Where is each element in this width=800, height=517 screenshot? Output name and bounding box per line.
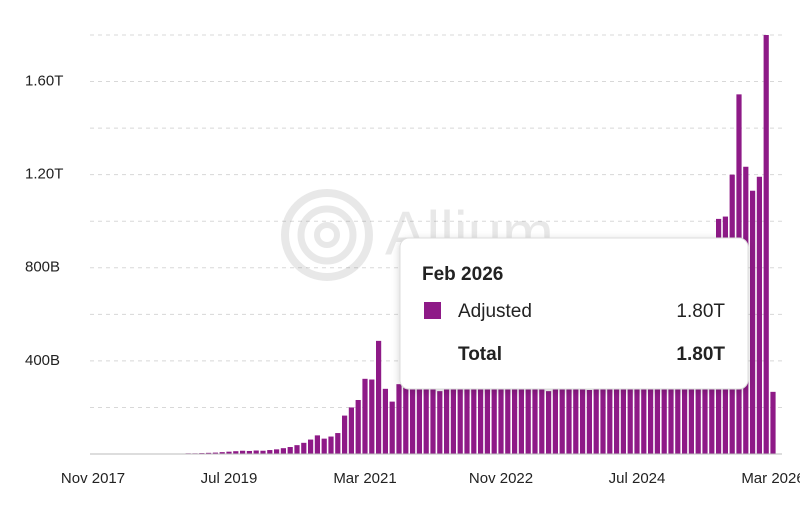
- tooltip-series-value: 1.80T: [676, 301, 725, 322]
- bar: [512, 384, 518, 454]
- bar: [314, 435, 320, 454]
- bar: [525, 386, 531, 454]
- y-tick-label: 800B: [25, 259, 60, 276]
- bar: [484, 381, 490, 454]
- bar: [416, 384, 422, 454]
- bar: [518, 383, 524, 454]
- bar: [654, 372, 660, 454]
- bar: [403, 386, 409, 454]
- bar: [219, 452, 225, 454]
- bar: [648, 374, 654, 454]
- bar: [437, 391, 443, 454]
- x-tick-label: Jul 2024: [609, 470, 666, 487]
- bar: [253, 450, 259, 454]
- bar: [280, 448, 286, 454]
- bar: [532, 387, 538, 454]
- tooltip: [399, 237, 749, 390]
- bar: [457, 384, 463, 454]
- bar: [688, 346, 694, 454]
- bar: [212, 452, 218, 454]
- bar: [233, 451, 239, 454]
- bar: [600, 386, 606, 454]
- bar: [342, 415, 348, 454]
- tooltip-total-value: 1.80T: [676, 344, 725, 365]
- bar: [559, 386, 565, 454]
- bar: [267, 450, 273, 454]
- bar: [552, 387, 558, 454]
- bar: [206, 452, 212, 454]
- bar: [294, 445, 300, 454]
- bar: [661, 370, 667, 454]
- bar: [675, 360, 681, 454]
- bar: [464, 386, 470, 454]
- bar: [240, 450, 246, 454]
- x-tick-label: Jul 2019: [201, 470, 258, 487]
- bar: [328, 436, 334, 454]
- tooltip-series-label: Adjusted: [458, 301, 532, 322]
- bar: [274, 449, 280, 454]
- bar: [308, 439, 314, 454]
- bar: [287, 447, 293, 454]
- bar: [770, 391, 776, 454]
- bar: [301, 442, 307, 454]
- bar: [246, 450, 252, 454]
- bar: [226, 451, 232, 454]
- bar: [321, 438, 327, 454]
- bar: [450, 385, 456, 454]
- bar: [348, 407, 354, 454]
- bar: [430, 387, 436, 454]
- bar: [586, 389, 592, 454]
- bar: [396, 384, 402, 454]
- bar: [444, 388, 450, 454]
- bar: [580, 388, 586, 454]
- x-tick-label: Mar 2026: [741, 470, 800, 487]
- bar: [376, 340, 382, 454]
- bar: [627, 384, 633, 454]
- bar: [750, 190, 756, 454]
- bar: [410, 388, 416, 454]
- bar: [260, 450, 266, 454]
- bar: [491, 386, 497, 454]
- bar: [471, 387, 477, 454]
- bar: [498, 388, 504, 454]
- bar: [763, 35, 769, 454]
- bar: [607, 384, 613, 454]
- tooltip-box: [399, 237, 749, 390]
- bar: [478, 384, 484, 454]
- bar: [695, 337, 701, 454]
- bar: [355, 399, 361, 454]
- bar: [620, 383, 626, 454]
- bar: [423, 381, 429, 454]
- bar: [756, 176, 762, 455]
- bar: [335, 433, 341, 454]
- x-tick-label: Nov 2017: [61, 470, 125, 487]
- x-tick-label: Nov 2022: [469, 470, 533, 487]
- y-tick-label: 400B: [25, 352, 60, 369]
- bar: [566, 385, 572, 454]
- tooltip-swatch: [424, 302, 441, 319]
- bar: [573, 384, 579, 454]
- x-tick-label: Mar 2021: [333, 470, 396, 487]
- bar: [614, 381, 620, 454]
- bar: [539, 388, 545, 454]
- y-tick-label: 1.20T: [25, 166, 63, 183]
- bar: [682, 353, 688, 454]
- bar: [634, 379, 640, 454]
- bar: [668, 365, 674, 454]
- bar: [546, 391, 552, 454]
- bar: [505, 385, 511, 454]
- bar: [641, 377, 647, 454]
- tooltip-total-label: Total: [458, 344, 502, 365]
- bar: [382, 388, 388, 454]
- y-tick-label: 1.60T: [25, 73, 63, 90]
- bar: [362, 378, 368, 454]
- tooltip-title: Feb 2026: [422, 264, 503, 285]
- bar: [369, 379, 375, 454]
- bar: [389, 401, 395, 454]
- bar: [593, 387, 599, 454]
